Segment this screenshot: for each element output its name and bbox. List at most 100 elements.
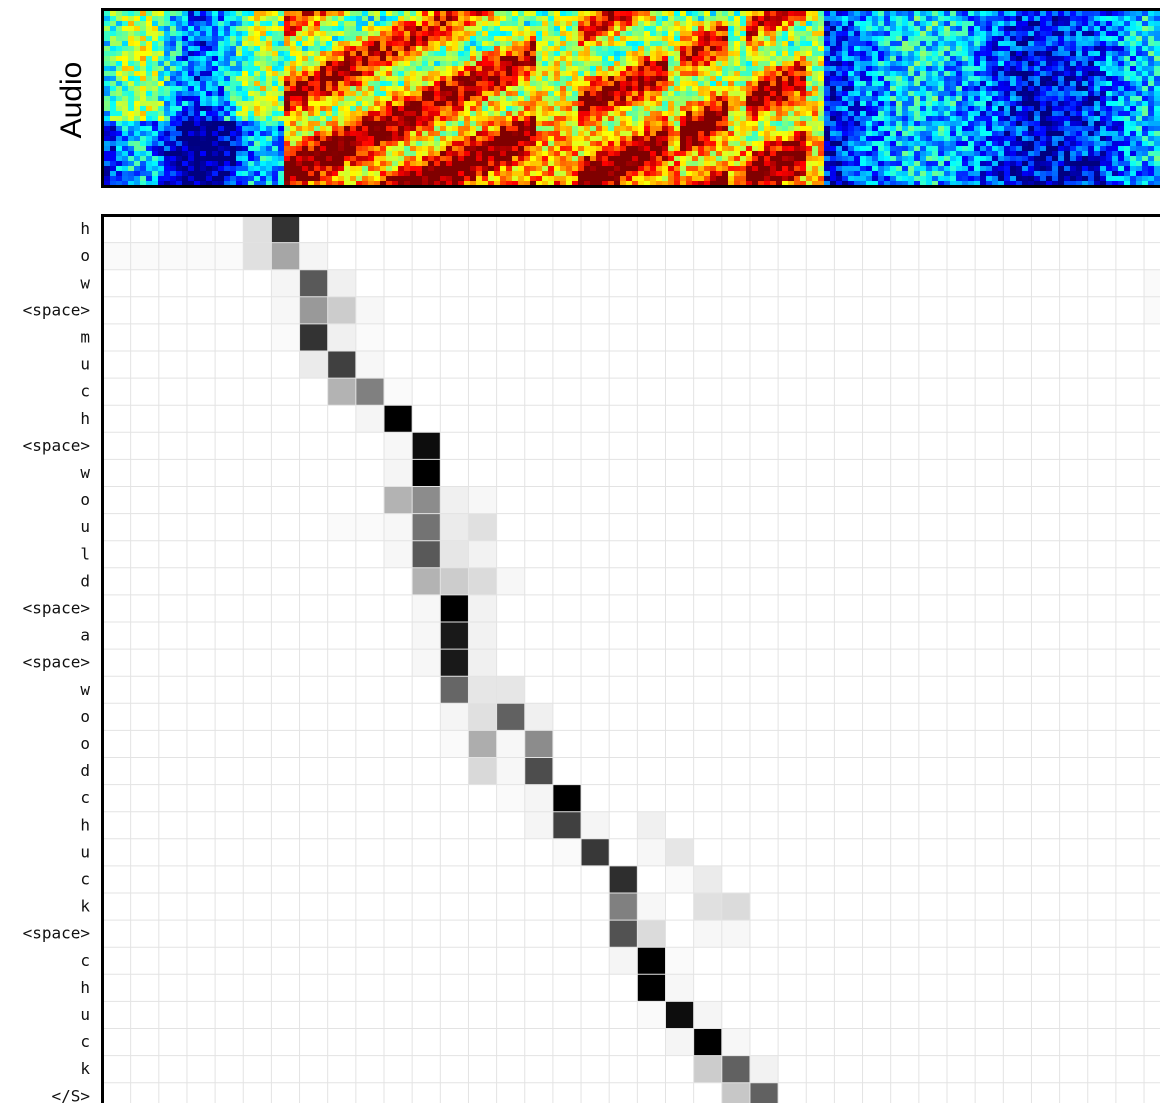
spectrogram-pixel (548, 166, 554, 171)
spectrogram-pixel (458, 171, 464, 176)
spectrogram-pixel (434, 161, 440, 166)
spectrogram-pixel (368, 176, 374, 181)
spectrogram-pixel (578, 16, 584, 21)
spectrogram-pixel (536, 136, 542, 141)
spectrogram-pixel (536, 26, 542, 31)
spectrogram-pixel (146, 131, 152, 136)
spectrogram-pixel (560, 91, 566, 96)
spectrogram-pixel (398, 31, 404, 36)
spectrogram-pixel (170, 11, 176, 16)
spectrogram-pixel (566, 176, 572, 181)
spectrogram-pixel (500, 126, 506, 131)
spectrogram-pixel (182, 166, 188, 171)
spectrogram-pixel (104, 11, 110, 16)
spectrogram-pixel (560, 26, 566, 31)
spectrogram-pixel (338, 131, 344, 136)
spectrogram-pixel (368, 121, 374, 126)
spectrogram-pixel (578, 156, 584, 161)
spectrogram-pixel (320, 176, 326, 181)
spectrogram-pixel (308, 136, 314, 141)
spectrogram-pixel (188, 86, 194, 91)
spectrogram-pixel (302, 91, 308, 96)
spectrogram-pixel (128, 71, 134, 76)
spectrogram-pixel (218, 106, 224, 111)
spectrogram-pixel (254, 96, 260, 101)
spectrogram-pixel (266, 56, 272, 61)
spectrogram-pixel (308, 16, 314, 21)
spectrogram-pixel (500, 81, 506, 86)
spectrogram-pixel (524, 141, 530, 146)
spectrogram-pixel (206, 96, 212, 101)
spectrogram-pixel (128, 26, 134, 31)
spectrogram-pixel (218, 141, 224, 146)
spectrogram-pixel (638, 21, 644, 26)
spectrogram-pixel (584, 56, 590, 61)
spectrogram-pixel (176, 71, 182, 76)
spectrogram-pixel (140, 131, 146, 136)
spectrogram-pixel (368, 146, 374, 151)
spectrogram-pixel (344, 126, 350, 131)
spectrogram-pixel (602, 26, 608, 31)
spectrogram-pixel (194, 176, 200, 181)
spectrogram-pixel (476, 26, 482, 31)
spectrogram-pixel (338, 121, 344, 126)
spectrogram-pixel (236, 81, 242, 86)
spectrogram-pixel (254, 106, 260, 111)
spectrogram-pixel (134, 66, 140, 71)
spectrogram-pixel (122, 26, 128, 31)
spectrogram-pixel (500, 91, 506, 96)
spectrogram-pixel (158, 96, 164, 101)
spectrogram-pixel (464, 86, 470, 91)
spectrogram-pixel (434, 106, 440, 111)
spectrogram-pixel (188, 36, 194, 41)
spectrogram-pixel (176, 126, 182, 131)
spectrogram-pixel (236, 131, 242, 136)
spectrogram-pixel (320, 51, 326, 56)
spectrogram-pixel (398, 61, 404, 66)
spectrogram-pixel (446, 21, 452, 26)
spectrogram-pixel (638, 156, 644, 161)
spectrogram-pixel (638, 166, 644, 171)
spectrogram-pixel (218, 31, 224, 36)
spectrogram-pixel (284, 111, 290, 116)
spectrogram-pixel (596, 31, 602, 36)
spectrogram-pixel (506, 131, 512, 136)
spectrogram-pixel (314, 31, 320, 36)
spectrogram-pixel (302, 86, 308, 91)
spectrogram-pixel (278, 66, 284, 71)
spectrogram-pixel (524, 161, 530, 166)
spectrogram-pixel (512, 126, 518, 131)
spectrogram-pixel (128, 96, 134, 101)
spectrogram-pixel (116, 96, 122, 101)
spectrogram-pixel (380, 141, 386, 146)
spectrogram-pixel (134, 71, 140, 76)
spectrogram-pixel (146, 181, 152, 185)
spectrogram-pixel (608, 96, 614, 101)
spectrogram-pixel (338, 16, 344, 21)
spectrogram-pixel (626, 91, 632, 96)
spectrogram-pixel (200, 56, 206, 61)
spectrogram-pixel (482, 81, 488, 86)
spectrogram-pixel (308, 101, 314, 106)
spectrogram-pixel (122, 71, 128, 76)
spectrogram-pixel (362, 16, 368, 21)
spectrogram-pixel (236, 136, 242, 141)
spectrogram-pixel (356, 91, 362, 96)
spectrogram-pixel (152, 61, 158, 66)
spectrogram-pixel (152, 31, 158, 36)
spectrogram-pixel (542, 56, 548, 61)
spectrogram-pixel (470, 176, 476, 181)
spectrogram-pixel (362, 11, 368, 16)
spectrogram-pixel (410, 111, 416, 116)
spectrogram-pixel (626, 26, 632, 31)
spectrogram-pixel (140, 101, 146, 106)
spectrogram-pixel (638, 41, 644, 46)
spectrogram-pixel (218, 86, 224, 91)
spectrogram-pixel (248, 71, 254, 76)
spectrogram-pixel (248, 21, 254, 26)
spectrogram-pixel (488, 91, 494, 96)
spectrogram-pixel (524, 101, 530, 106)
spectrogram-pixel (458, 146, 464, 151)
spectrogram-pixel (572, 81, 578, 86)
spectrogram-pixel (116, 71, 122, 76)
